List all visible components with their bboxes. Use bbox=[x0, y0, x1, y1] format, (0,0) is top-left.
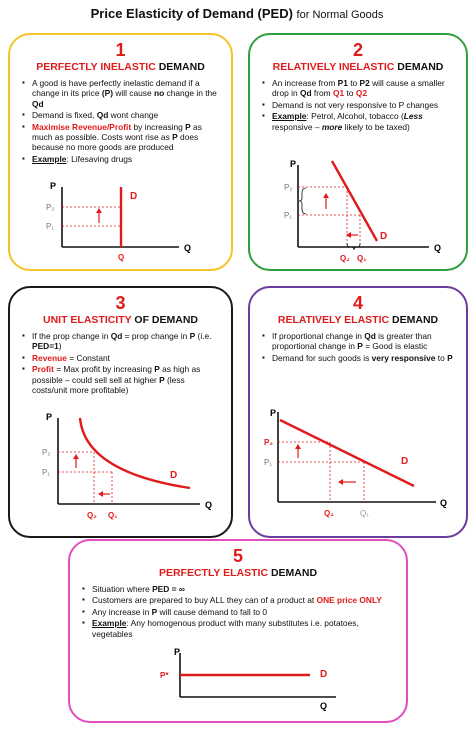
up-arrow-icon bbox=[73, 454, 79, 459]
bullet-item: Example: Any homogenous product with man… bbox=[80, 618, 396, 639]
tick-label-p2: P₂ bbox=[42, 448, 50, 457]
card-number: 3 bbox=[115, 293, 126, 313]
bullet-item: Situation where PED = ∞ bbox=[80, 584, 396, 595]
bullet-item: A good is have perfectly inelastic deman… bbox=[20, 78, 221, 109]
up-arrow-icon bbox=[295, 444, 301, 449]
graph-relatively-inelastic: P Q P₂ P₁ D Q₂ Q₁ bbox=[284, 159, 441, 263]
tick-label-q1: Q₁ bbox=[108, 511, 118, 520]
left-arrow-icon bbox=[338, 479, 343, 485]
tick-label-q2: Q₂ bbox=[324, 509, 334, 518]
axis-label-p: P bbox=[270, 408, 276, 418]
tick-label-p2: P₂ bbox=[264, 438, 273, 447]
tick-label-q2: Q₂ bbox=[87, 511, 97, 520]
card-number: 1 bbox=[115, 40, 126, 60]
card-heading: RELATIVELY INELASTIC DEMAND bbox=[272, 61, 444, 73]
bullet-item: Example: Petrol, Alcohol, tobacco (Less … bbox=[260, 111, 456, 132]
card-perfectly-inelastic: 1 PERFECTLY INELASTIC DEMAND A good is h… bbox=[8, 33, 233, 271]
bullet-list: A good is have perfectly inelastic deman… bbox=[20, 78, 221, 165]
price-change-brace bbox=[298, 187, 307, 215]
left-arrow-icon bbox=[98, 491, 103, 497]
axis-label-p: P bbox=[290, 159, 296, 169]
bullet-list: If the prop change in Qd = prop change i… bbox=[20, 331, 221, 395]
axis-label-p: P bbox=[174, 647, 180, 657]
axis-label-p: P bbox=[46, 412, 52, 422]
demand-curve bbox=[330, 160, 379, 242]
graph-relatively-elastic: P Q P₂ P₁ D Q₂ Q₁ bbox=[264, 408, 447, 518]
tick-label-p2: P₂ bbox=[284, 183, 292, 192]
card-heading: PERFECTLY INELASTIC DEMAND bbox=[36, 61, 205, 73]
card-relatively-inelastic: 2 RELATIVELY INELASTIC DEMAND An increas… bbox=[248, 33, 468, 271]
bullet-item: Example: Lifesaving drugs bbox=[20, 154, 221, 165]
bullet-list: If proportional change in Qd is greater … bbox=[260, 331, 456, 364]
axis-label-q: Q bbox=[205, 500, 212, 510]
demand-label: D bbox=[380, 231, 387, 242]
bullet-item: If the prop change in Qd = prop change i… bbox=[20, 331, 221, 352]
card-relatively-elastic: 4 RELATIVELY ELASTIC DEMAND If proportio… bbox=[248, 286, 468, 538]
card-number: 5 bbox=[232, 546, 243, 566]
bullet-item: If proportional change in Qd is greater … bbox=[260, 331, 456, 352]
bullet-item: Revenue = Constant bbox=[20, 353, 221, 364]
axis-label-p: P bbox=[50, 181, 56, 191]
bullet-item: Demand is fixed, Qd wont change bbox=[20, 110, 221, 121]
quantity-change-brace bbox=[346, 242, 361, 251]
demand-label: D bbox=[130, 191, 137, 202]
page-title: Price Elasticity of Demand (PED) for Nor… bbox=[0, 6, 474, 21]
tick-label-q2: Q₂ bbox=[340, 254, 350, 263]
tick-label-p2: P₂ bbox=[46, 203, 54, 212]
graph-perfectly-inelastic: P Q P₂ P₁ D Q bbox=[46, 181, 191, 262]
tick-label-p1: P₁ bbox=[42, 468, 50, 477]
left-arrow-icon bbox=[346, 232, 351, 238]
demand-label: D bbox=[170, 470, 177, 481]
demand-label: D bbox=[401, 456, 408, 467]
tick-label-q: Q bbox=[118, 253, 124, 262]
card-heading: UNIT ELASTICITY OF DEMAND bbox=[43, 314, 198, 326]
card-perfectly-elastic: 5 PERFECTLY ELASTIC DEMAND Situation whe… bbox=[68, 539, 408, 723]
bullet-item: Customers are prepared to buy ALL they c… bbox=[80, 595, 396, 606]
bullet-item: An increase from P1 to P2 will cause a s… bbox=[260, 78, 456, 99]
bullet-item: Demand for such goods is very responsive… bbox=[260, 353, 456, 364]
bullet-list: An increase from P1 to P2 will cause a s… bbox=[260, 78, 456, 132]
demand-curve bbox=[78, 417, 191, 490]
bullet-item: Demand is not very responsive to P chang… bbox=[260, 100, 456, 111]
tick-label-pstar: P* bbox=[160, 671, 169, 680]
bullet-item: Profit = Max profit by increasing P as h… bbox=[20, 364, 221, 395]
graph-perfectly-elastic: P Q P* D bbox=[160, 647, 336, 711]
bullet-list: Situation where PED = ∞ Customers are pr… bbox=[80, 584, 396, 639]
tick-label-p1: P₁ bbox=[264, 458, 272, 467]
card-heading: PERFECTLY ELASTIC DEMAND bbox=[158, 567, 318, 579]
up-arrow-icon bbox=[96, 208, 102, 213]
tick-label-p1: P₁ bbox=[46, 222, 54, 231]
title-main: Price Elasticity of Demand (PED) bbox=[90, 6, 293, 21]
bullet-item: Any increase in P will cause demand to f… bbox=[80, 607, 396, 618]
demand-label: D bbox=[320, 669, 327, 680]
tick-label-q1: Q₁ bbox=[357, 254, 367, 263]
axis-label-q: Q bbox=[434, 243, 441, 253]
axis-label-q: Q bbox=[320, 701, 327, 711]
title-sub: for Normal Goods bbox=[296, 9, 384, 21]
axis-label-q: Q bbox=[440, 498, 447, 508]
up-arrow-icon bbox=[323, 193, 329, 198]
graph-unit-elasticity: P Q P₂ P₁ D Q₂ Q₁ bbox=[42, 412, 212, 520]
axis-label-q: Q bbox=[184, 243, 191, 253]
bullet-item: Maximise Revenue/Profit by increasing P … bbox=[20, 122, 221, 153]
card-heading: RELATIVELY ELASTIC DEMAND bbox=[277, 314, 439, 326]
card-number: 2 bbox=[352, 40, 363, 60]
card-number: 4 bbox=[352, 293, 363, 313]
tick-label-q1: Q₁ bbox=[360, 509, 369, 518]
card-unit-elasticity: 3 UNIT ELASTICITY OF DEMAND If the prop … bbox=[8, 286, 233, 538]
tick-label-p1: P₁ bbox=[284, 211, 292, 220]
demand-curve bbox=[279, 418, 415, 488]
